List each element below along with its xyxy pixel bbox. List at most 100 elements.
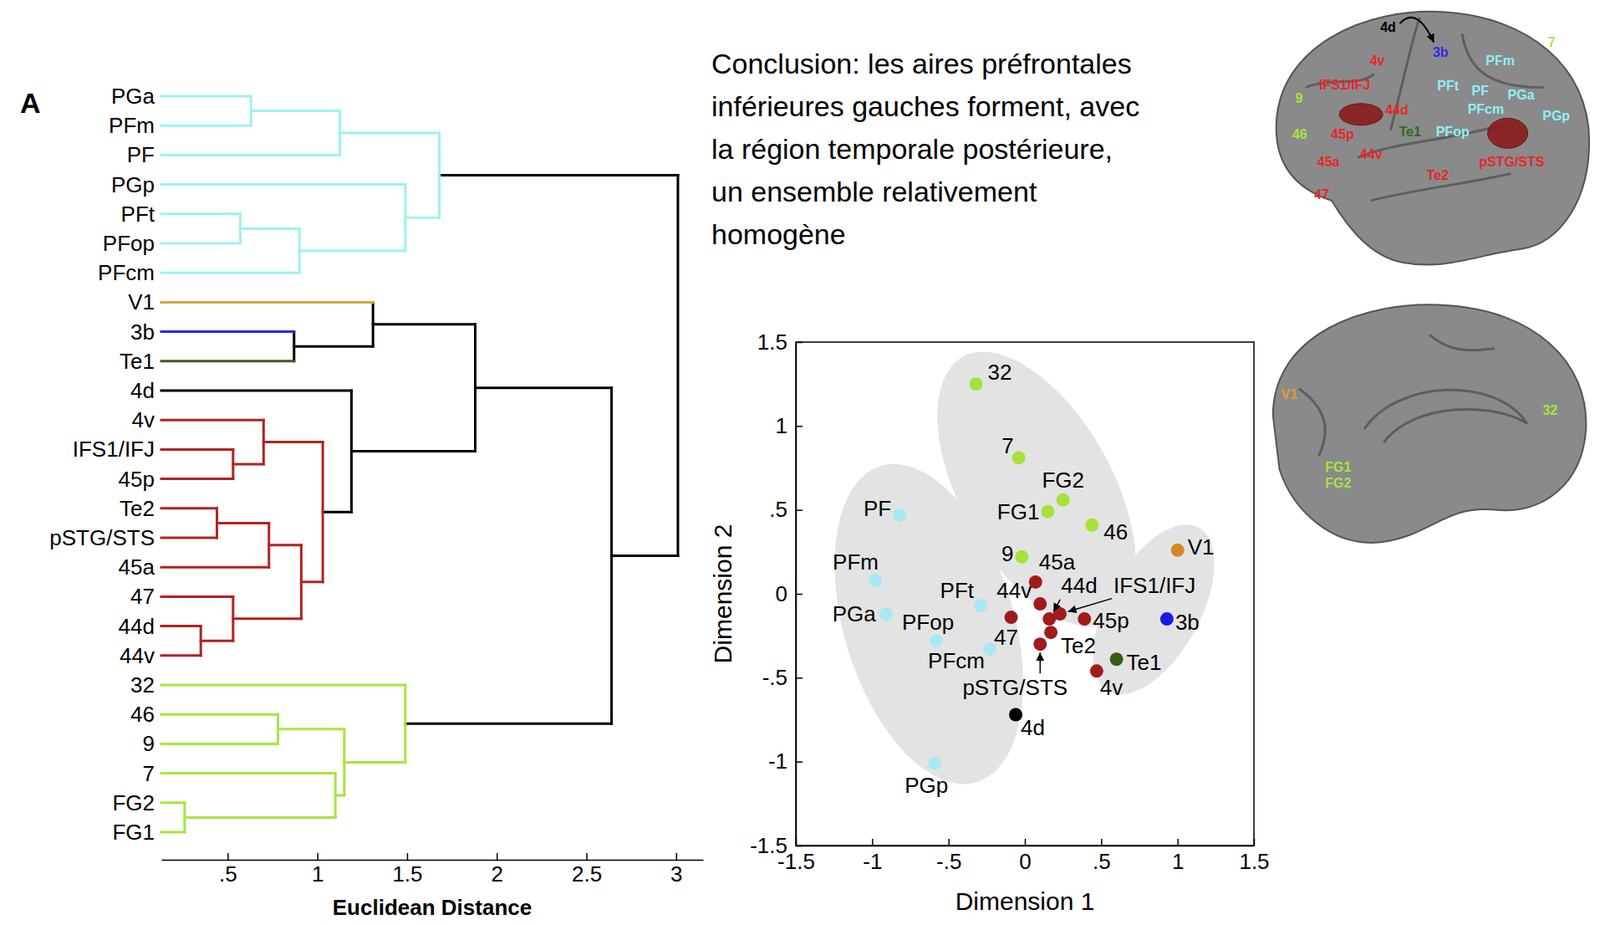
link-horizontal [269,543,302,546]
area-label: Te2 [1426,168,1449,183]
leaf-label: 4v [132,407,155,433]
link-vertical [199,626,203,656]
tick: 1 [1171,838,1184,874]
leaf-label: PGa [111,83,156,109]
area-label: PFt [1436,78,1459,93]
link-horizontal [161,124,251,128]
link-horizontal [161,653,201,657]
tick-mark [795,593,803,596]
area-label: PFm [1485,53,1515,68]
area-label: pSTG/STS [1478,154,1545,169]
link-horizontal [277,727,344,730]
point-label: 47 [993,624,1019,650]
tick-mark [1253,838,1256,846]
link-vertical [321,442,325,582]
x-axis-title: Dimension 1 [955,886,1096,915]
brain-outline [1273,304,1587,543]
point-label: PGp [904,772,948,798]
tick: .5 [1092,838,1111,874]
link-horizontal [161,330,295,333]
point-label: V1 [1187,534,1215,560]
cluster-regions [800,341,1240,807]
point [1033,596,1047,611]
area-label: 7 [1548,35,1556,50]
point-label: 7 [1001,433,1014,459]
leaf-label: 44v [119,642,155,668]
conclusion-line: la région temporale postérieure, [711,132,1113,165]
tick: -.5 [762,664,803,690]
tick-label: 1 [311,861,324,887]
tick: .5 [219,852,238,887]
sulcus [1429,334,1495,351]
link-horizontal [184,815,336,819]
transition-arrow [1399,17,1434,43]
link-horizontal [439,173,678,177]
link-horizontal [233,463,264,466]
area-label: PF [1472,83,1490,98]
leaf-label: FG2 [112,789,155,816]
area-label: Te1 [1398,124,1421,139]
tick: 0 [1019,838,1031,874]
point [1056,493,1071,507]
point [1110,652,1124,666]
point [1033,636,1047,651]
x-axis: .511.522.53 [162,852,704,887]
tick-label: 1 [775,412,788,439]
link-horizontal [474,386,612,389]
tick-mark [496,852,499,860]
link-horizontal [161,242,240,245]
tick-mark [795,341,803,344]
x-axis-title: Euclidean Distance [332,894,532,920]
leaf-label: Te1 [119,348,155,374]
point [868,573,882,587]
point-label: 46 [1103,519,1128,545]
leaf-label: PFop [102,230,155,256]
link-vertical [231,448,235,479]
x-axis: -1.5-1-.50.511.5 [777,838,1269,874]
link-horizontal [161,153,340,157]
tick-mark [676,852,678,860]
tick-label: .5 [769,496,788,522]
label-arrow [1039,652,1042,673]
point [1077,611,1091,626]
link-vertical [300,545,303,619]
link-horizontal [372,322,475,326]
tick-mark [795,509,803,511]
brain-outline [1276,11,1590,265]
tick-mark [947,838,950,846]
axis-line [162,859,704,862]
link-horizontal [344,760,406,764]
leaf-label: 45p [118,466,155,492]
link-horizontal [161,212,240,215]
point [1040,504,1055,519]
leaf-label: FG1 [112,819,155,845]
area-label: 46 [1292,127,1308,142]
point [892,508,907,522]
point-label: Te2 [1060,632,1096,658]
point-label: FG1 [997,499,1040,525]
tick-label: 0 [1019,848,1031,874]
area-label: 44d [1385,102,1409,118]
link-vertical [342,728,346,795]
point-label: 44d [1060,572,1097,598]
leaf-label: PF [127,142,155,168]
link-horizontal [335,794,345,797]
brain-map: 4d3bPFm74vIFS1/IFJ9PFtPFPGa44dPFcmPGp464… [1276,11,1590,265]
link-vertical [403,184,407,251]
tick-mark [1177,838,1179,846]
brain-shape [1273,304,1587,543]
label-arrow [1053,599,1060,612]
link-horizontal [161,536,218,540]
point [929,633,943,648]
tick-label: .5 [1092,848,1111,874]
link-vertical [473,324,477,452]
point-label: PF [863,495,892,521]
leaf-label: V1 [127,289,155,315]
tick: -1 [768,748,803,774]
link-vertical [276,713,280,744]
tick-mark [1100,838,1103,846]
area-label: 44v [1360,147,1383,162]
area-label: V1 [1281,387,1299,402]
point-label: 3b [1175,609,1200,635]
leaf-label: 47 [130,583,155,609]
